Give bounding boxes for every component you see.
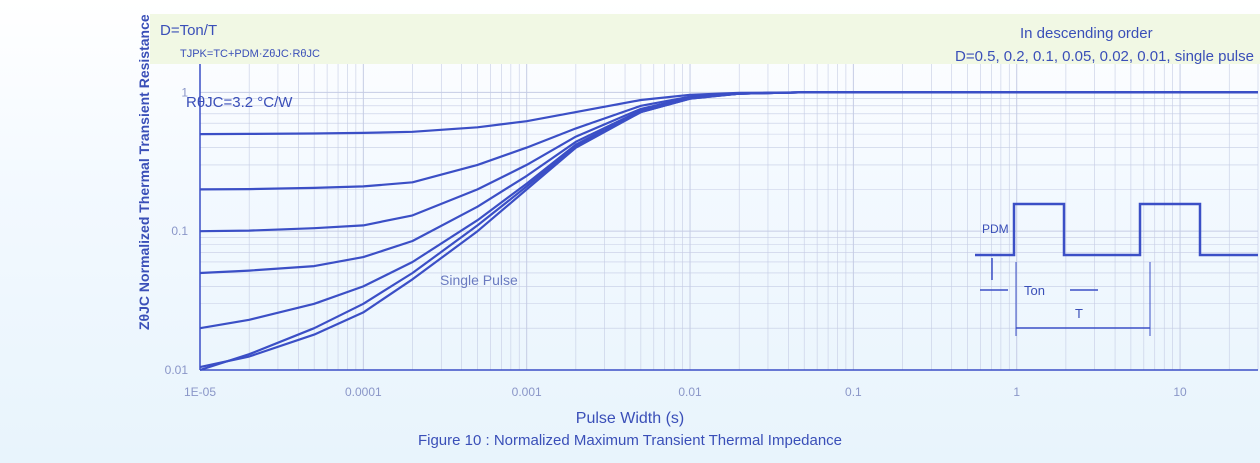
y-tick-label: 0.01 <box>165 363 189 377</box>
x-tick-label: 0.001 <box>512 385 542 399</box>
series-line-4 <box>199 91 1258 330</box>
x-tick-label: 0.1 <box>845 385 862 399</box>
y-tick-label: 1 <box>181 85 188 99</box>
single-pulse-label: Single Pulse <box>440 272 518 288</box>
order-heading: In descending order <box>1020 25 1153 42</box>
x-axis-label: Pulse Width (s) <box>575 410 685 427</box>
duty-annotation: D=Ton/T <box>160 22 218 39</box>
x-tick-label: 0.0001 <box>345 385 382 399</box>
series-line-3 <box>199 91 1258 275</box>
pdm-label: PDM <box>982 222 1009 236</box>
grid <box>199 64 1259 371</box>
series-line-1 <box>199 91 1258 191</box>
pulse-inset <box>975 202 1258 336</box>
x-tick-label: 1E-05 <box>184 385 216 399</box>
formula-annotation: TJPK=TC+PDM·ZθJC·RθJC <box>180 48 320 60</box>
period-label: T <box>1075 306 1083 321</box>
ton-label: Ton <box>1024 283 1045 298</box>
x-tick-label: 1 <box>1013 385 1020 399</box>
order-list: D=0.5, 0.2, 0.1, 0.05, 0.02, 0.01, singl… <box>955 48 1254 65</box>
x-tick-label: 10 <box>1173 385 1187 399</box>
curves <box>199 91 1258 372</box>
rth-annotation: RθJC=3.2 °C/W <box>186 94 293 111</box>
inset-background <box>150 14 1260 64</box>
y-tick-label: 0.1 <box>171 224 188 238</box>
y-axis-label: ZθJC Normalized Thermal Transient Resist… <box>136 14 152 330</box>
pulse-waveform <box>975 202 1258 257</box>
tick-labels: 1E-05 0.0001 0.001 0.01 0.1 1 10 0.01 0.1 1 <box>165 85 1187 399</box>
series-line-2 <box>199 91 1258 233</box>
series-line-6 <box>199 91 1258 369</box>
x-tick-label: 0.01 <box>678 385 702 399</box>
chart-title: Figure 10 : Normalized Maximum Transient… <box>417 432 843 449</box>
axes <box>199 64 1258 371</box>
